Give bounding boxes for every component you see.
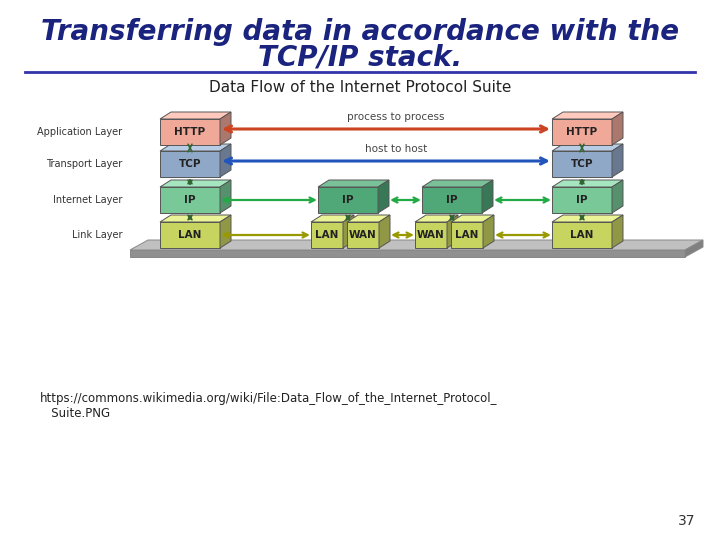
Text: Suite.PNG: Suite.PNG — [40, 407, 110, 420]
Text: Transferring data in accordance with the: Transferring data in accordance with the — [41, 18, 679, 46]
Text: host to host: host to host — [365, 144, 427, 154]
Bar — [347, 222, 379, 248]
Polygon shape — [552, 215, 623, 222]
Polygon shape — [220, 180, 231, 213]
Polygon shape — [311, 215, 354, 222]
Text: process to process: process to process — [347, 112, 445, 122]
Polygon shape — [220, 144, 231, 177]
Bar — [318, 187, 378, 213]
Polygon shape — [343, 215, 354, 248]
Bar — [451, 222, 483, 248]
Text: https://commons.wikimedia.org/wiki/File:Data_Flow_of_the_Internet_Protocol_: https://commons.wikimedia.org/wiki/File:… — [40, 392, 498, 405]
Polygon shape — [685, 240, 703, 257]
Bar — [552, 151, 612, 177]
Bar — [160, 187, 220, 213]
Bar — [552, 119, 612, 145]
Polygon shape — [483, 215, 494, 248]
Polygon shape — [552, 180, 623, 187]
Text: IP: IP — [342, 195, 354, 205]
Polygon shape — [378, 180, 389, 213]
Text: Transport Layer: Transport Layer — [46, 159, 122, 169]
Polygon shape — [552, 144, 623, 151]
Polygon shape — [612, 215, 623, 248]
Polygon shape — [160, 144, 231, 151]
Polygon shape — [422, 180, 493, 187]
Text: TCP: TCP — [571, 159, 593, 169]
Text: IP: IP — [184, 195, 196, 205]
Polygon shape — [318, 180, 389, 187]
Text: Internet Layer: Internet Layer — [53, 195, 122, 205]
Bar — [415, 222, 447, 248]
Text: IP: IP — [446, 195, 458, 205]
Bar — [160, 151, 220, 177]
Polygon shape — [451, 215, 494, 222]
Text: TCP: TCP — [179, 159, 202, 169]
Polygon shape — [447, 215, 458, 248]
Text: 37: 37 — [678, 514, 695, 528]
Bar — [552, 187, 612, 213]
Text: LAN: LAN — [455, 230, 479, 240]
Text: LAN: LAN — [179, 230, 202, 240]
Text: Data Flow of the Internet Protocol Suite: Data Flow of the Internet Protocol Suite — [209, 79, 511, 94]
Polygon shape — [160, 180, 231, 187]
Polygon shape — [482, 180, 493, 213]
Text: HTTP: HTTP — [174, 127, 206, 137]
Text: WAN: WAN — [417, 230, 445, 240]
Polygon shape — [130, 250, 685, 257]
Bar — [160, 222, 220, 248]
Polygon shape — [220, 112, 231, 145]
Polygon shape — [160, 215, 231, 222]
Text: LAN: LAN — [570, 230, 594, 240]
Polygon shape — [612, 180, 623, 213]
Polygon shape — [612, 112, 623, 145]
Polygon shape — [552, 112, 623, 119]
Bar — [160, 119, 220, 145]
Polygon shape — [347, 215, 390, 222]
Polygon shape — [160, 112, 231, 119]
Bar — [552, 222, 612, 248]
Polygon shape — [415, 215, 458, 222]
Text: HTTP: HTTP — [567, 127, 598, 137]
Text: IP: IP — [576, 195, 588, 205]
Bar — [422, 187, 482, 213]
Polygon shape — [612, 144, 623, 177]
Bar — [311, 222, 343, 248]
Polygon shape — [220, 215, 231, 248]
Text: Application Layer: Application Layer — [37, 127, 122, 137]
Text: Link Layer: Link Layer — [71, 230, 122, 240]
Text: TCP/IP stack.: TCP/IP stack. — [258, 43, 462, 71]
Polygon shape — [379, 215, 390, 248]
Polygon shape — [130, 240, 703, 250]
Text: WAN: WAN — [349, 230, 377, 240]
Text: LAN: LAN — [315, 230, 338, 240]
